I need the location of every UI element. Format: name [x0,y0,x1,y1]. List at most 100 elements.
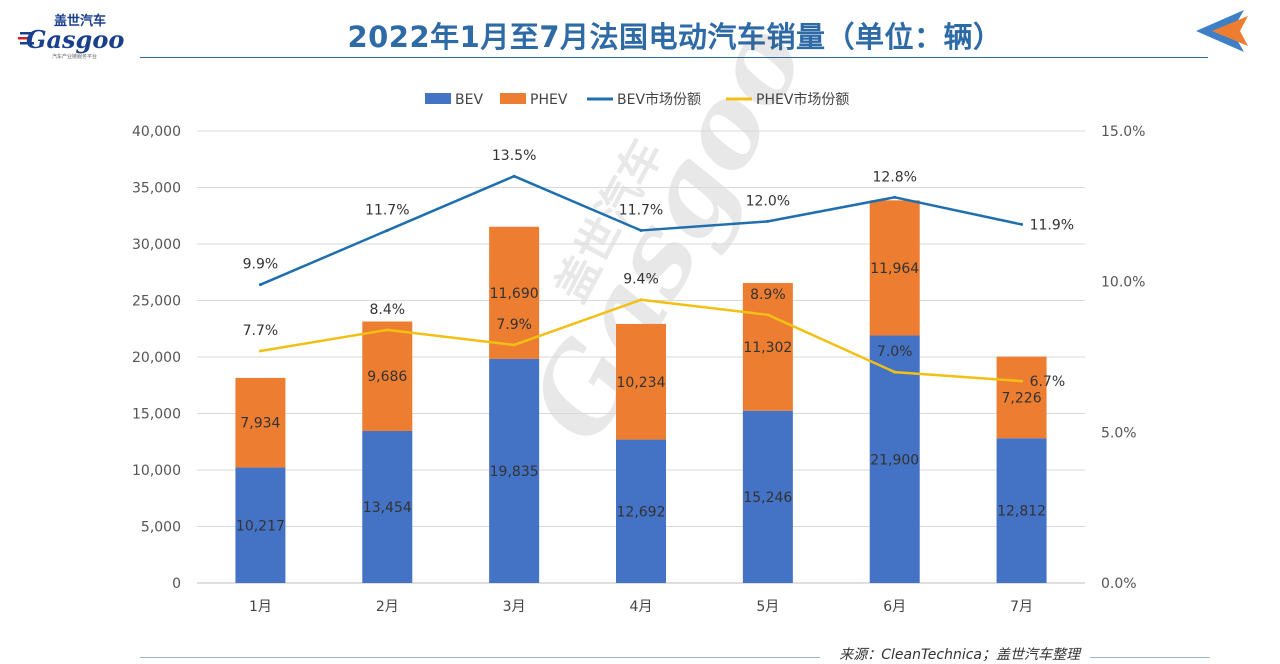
y-left-tick-label: 20,000 [132,350,181,366]
bar-bev-label: 21,900 [870,452,919,468]
footer-divider [140,657,820,658]
share-lines: 9.9% 11.7% 13.5% 11.7% 12.0% 12.8% 11.9% 7.7% 8.… [243,148,1074,390]
bar-bev [996,438,1047,583]
y-right-tick-label: 5.0% [1101,425,1137,441]
legend: BEV PHEV BEV市场份额 PHEV市场份额 [425,91,849,108]
label-bev-share: 9.9% [243,257,279,273]
logo-cn-text: 盖世汽车 [54,13,106,29]
label-phev-share: 8.9% [750,287,786,303]
y-left-tick-label: 5,000 [141,520,181,536]
logo-stripes [18,32,34,45]
x-tick-label: 2月 [376,599,399,615]
label-phev-share: 8.4% [369,302,405,318]
page-title: 2022年1月至7月法国电动汽车销量（单位：辆） [347,20,1003,54]
point-bev-share [258,283,262,287]
bar-phev [489,226,540,359]
x-tick-label: 6月 [883,599,906,615]
footer-divider-right [1090,657,1210,658]
bar-bev [616,439,666,583]
bar-phev [616,323,666,440]
x-tick-label: 1月 [249,599,272,615]
point-bev-share [385,228,389,232]
bar-phev [362,321,413,431]
legend-label-bev-share: BEV市场份额 [617,91,701,108]
point-phev-share [893,370,897,374]
y-right-tick-label: 10.0% [1101,275,1145,291]
label-bev-share: 11.7% [619,202,663,218]
y-left-tick-label: 15,000 [132,407,181,423]
x-tick-label: 3月 [503,599,526,615]
bar-bev [489,358,540,583]
label-phev-share: 7.0% [877,344,913,360]
legend-label-bev: BEV [455,92,483,108]
label-bev-share: 11.7% [365,202,409,218]
bar-phev [235,377,286,468]
point-bev-share [1020,222,1024,226]
y-left-tick-label: 30,000 [132,237,181,253]
legend-swatch-phev [500,93,526,104]
label-bev-share: 13.5% [492,148,536,164]
title-divider [140,57,1208,58]
bar-bev-label: 19,835 [490,464,539,480]
legend-swatch-bev [425,93,451,104]
source-note: 来源：CleanTechnica；盖世汽车整理 [839,647,1080,663]
y-left-tick-label: 25,000 [132,294,181,310]
point-bev-share [512,174,516,178]
bar-phev [869,200,920,336]
bar-bev-label: 10,217 [236,518,285,534]
x-tick-label: 7月 [1010,599,1033,615]
bar-phev-label: 9,686 [367,369,407,385]
bar-bev-label: 15,246 [743,490,792,506]
bar-bev-label: 13,454 [363,500,412,516]
bar-bev [742,410,793,583]
point-bev-share [893,195,897,199]
bar-phev-label: 10,234 [617,375,666,391]
label-phev-share: 9.4% [623,272,659,288]
point-phev-share [385,328,389,332]
point-bev-share [766,219,770,223]
point-phev-share [639,298,643,302]
logo-tagline: 汽车产业链服务平台 [52,53,97,60]
bar-bev-label: 12,812 [997,504,1046,520]
y-right-tick-label: 15.0% [1101,124,1145,140]
bar-phev [996,356,1047,439]
bar-phev-label: 11,690 [490,286,539,302]
bar-phev-label: 11,964 [870,261,919,277]
y-axis-right: 0.0% 5.0% 10.0% 15.0% [1101,124,1145,592]
label-phev-share: 6.7% [1030,374,1066,390]
logo-en-text: Gasgoo [26,25,124,54]
y-left-tick-label: 0 [172,576,181,592]
point-phev-share [766,313,770,317]
bar-bev [869,335,920,583]
bar-bev [235,467,286,583]
label-phev-share: 7.7% [243,323,279,339]
y-right-tick-label: 0.0% [1101,576,1137,592]
bars: 10,217 7,934 13,454 9,686 19,835 11,690 12,692… [235,200,1047,583]
legend-label-phev: PHEV [530,92,568,108]
label-bev-share: 12.8% [872,169,916,185]
y-left-tick-label: 35,000 [132,181,181,197]
bar-bev [362,430,413,583]
y-axis-left: 0 5,000 10,000 15,000 20,000 25,000 30,000 35,0… [132,124,181,592]
point-phev-share [1020,379,1024,383]
bar-phev-label: 7,226 [1002,390,1042,406]
label-bev-share: 12.0% [746,193,790,209]
x-axis: 1月 2月 3月 4月 5月 6月 7月 [249,599,1033,615]
point-phev-share [258,349,262,353]
point-phev-share [512,343,516,347]
legend-label-phev-share: PHEV市场份额 [756,91,849,108]
bar-phev-label: 11,302 [743,340,792,356]
arrow-left-icon [1196,10,1248,52]
x-tick-label: 5月 [756,599,779,615]
point-bev-share [639,228,643,232]
y-left-tick-label: 10,000 [132,463,181,479]
label-bev-share: 11.9% [1030,217,1074,233]
bar-phev-label: 7,934 [240,416,280,432]
y-left-tick-label: 40,000 [132,124,181,140]
bar-phev [742,283,793,411]
gasgoo-logo: 盖世汽车 Gasgoo 汽车产业链服务平台 [18,13,124,60]
bar-bev-label: 12,692 [617,504,666,520]
label-phev-share: 7.9% [496,317,532,333]
x-tick-label: 4月 [630,599,653,615]
